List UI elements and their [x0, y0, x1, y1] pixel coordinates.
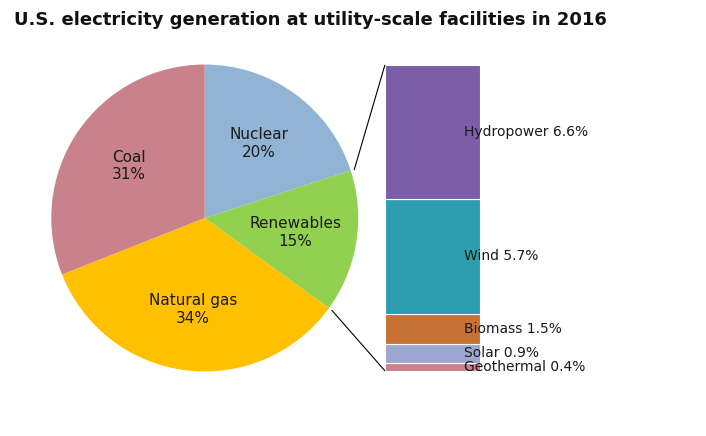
Text: Geothermal 0.4%: Geothermal 0.4% [464, 360, 585, 374]
Wedge shape [205, 170, 358, 308]
Bar [385, 199, 480, 314]
Bar [385, 65, 480, 199]
Bar [385, 344, 480, 362]
Wedge shape [205, 65, 351, 218]
Text: Hydropower 6.6%: Hydropower 6.6% [464, 125, 588, 139]
Bar [385, 362, 480, 371]
Bar [385, 314, 480, 344]
Text: Wind 5.7%: Wind 5.7% [464, 249, 538, 263]
Wedge shape [52, 65, 205, 275]
Text: Nuclear
20%: Nuclear 20% [229, 127, 288, 160]
Text: Natural gas
34%: Natural gas 34% [149, 293, 237, 326]
Text: Coal
31%: Coal 31% [112, 150, 145, 182]
Wedge shape [62, 218, 329, 371]
Text: Biomass 1.5%: Biomass 1.5% [464, 322, 562, 336]
Text: Renewables
15%: Renewables 15% [250, 216, 342, 249]
Text: Solar 0.9%: Solar 0.9% [464, 347, 539, 361]
Text: U.S. electricity generation at utility-scale facilities in 2016: U.S. electricity generation at utility-s… [14, 11, 607, 29]
